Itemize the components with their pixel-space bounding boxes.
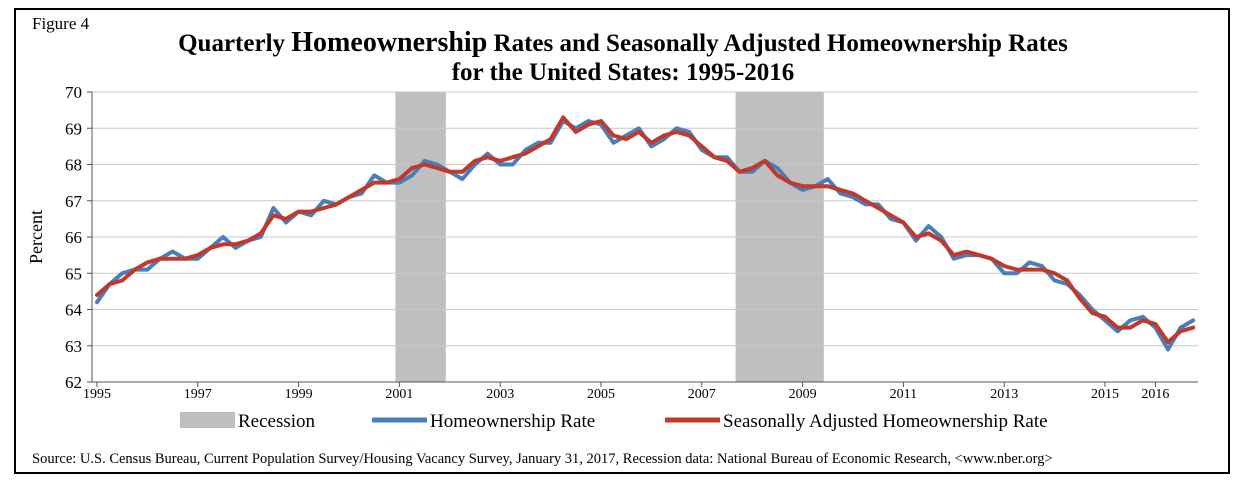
y-tick-label-70: 70: [65, 83, 82, 102]
y-tick-label-68: 68: [65, 156, 82, 175]
title-line1-c: Rates and Seasonally Adjusted Homeowners…: [487, 30, 1068, 57]
y-tick-label-66: 66: [65, 228, 82, 247]
series-line-1: [95, 115, 1196, 345]
x-tick-label-2011: 2011: [890, 387, 917, 402]
x-tick-label-2013: 2013: [990, 387, 1018, 402]
x-tick-label-2001: 2001: [385, 387, 413, 402]
y-tick-label-69: 69: [65, 119, 82, 138]
y-tick-label-63: 63: [65, 337, 82, 356]
x-tick-label-2003: 2003: [486, 387, 514, 402]
x-tick-label-1995: 1995: [83, 387, 111, 402]
x-tick-label-2005: 2005: [587, 387, 615, 402]
series-lines: [95, 115, 1196, 352]
y-tick-label-64: 64: [65, 301, 83, 320]
x-tick-label-1999: 1999: [285, 387, 313, 402]
x-tick-label-2016: 2016: [1141, 387, 1169, 402]
legend-swatch-recession: [180, 412, 235, 428]
x-tick-label-2007: 2007: [688, 387, 716, 402]
y-tick-label-62: 62: [65, 373, 82, 392]
axes: 62 63 64 65 66 67 68 69 70 1995 1997 1999 2001 2003 20…: [65, 83, 1198, 402]
title-line1-a: Quarterly: [178, 30, 292, 57]
source-note: Source: U.S. Census Bureau, Current Popu…: [32, 451, 1053, 467]
title-line1-b: Homeownership: [291, 27, 488, 58]
title-line2: for the United States: 1995-2016: [451, 59, 795, 86]
legend: Recession Homeownership Rate Seasonally Ad…: [180, 411, 1048, 432]
y-tick-label-65: 65: [65, 264, 82, 283]
y-tick-label-67: 67: [65, 192, 83, 211]
x-tick-label-2009: 2009: [789, 387, 817, 402]
y-axis-label: Percent: [26, 210, 46, 264]
legend-label-0: Recession: [238, 411, 316, 432]
x-tick-label-2015: 2015: [1091, 387, 1119, 402]
figure-frame: [14, 8, 1230, 474]
chart-svg: 62 63 64 65 66 67 68 69 70 1995 1997 1999 2001 2003 20…: [26, 83, 1198, 432]
legend-label-1: Homeownership Rate: [430, 411, 595, 432]
chart-title: Quarterly Homeownership Rates and Season…: [0, 28, 1246, 87]
x-tick-label-1997: 1997: [184, 387, 212, 402]
legend-label-2: Seasonally Adjusted Homeownership Rate: [723, 411, 1048, 432]
figure-label: Figure 4: [32, 14, 90, 33]
